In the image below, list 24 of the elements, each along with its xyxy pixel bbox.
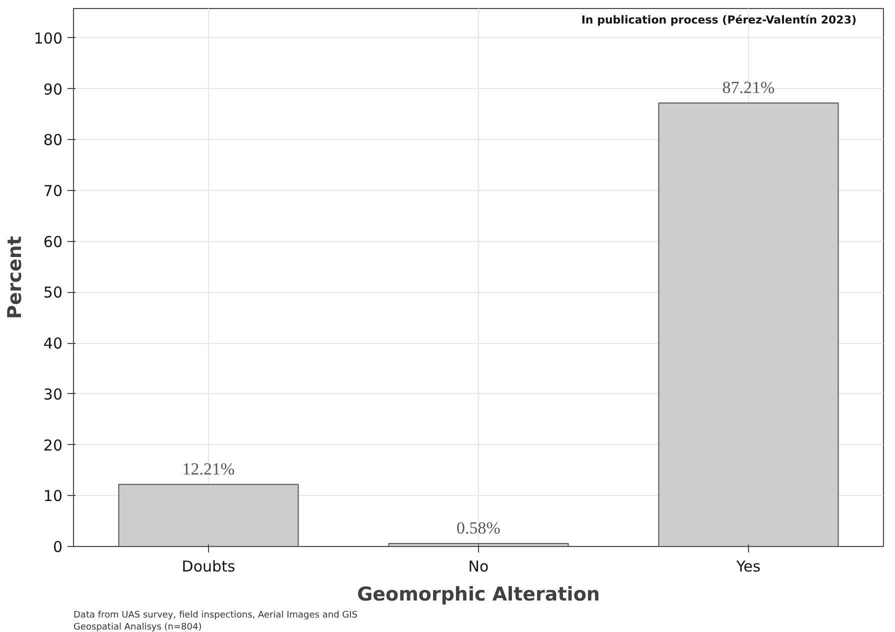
x-tick-label: Doubts: [182, 558, 236, 576]
y-tick-label: 60: [43, 232, 63, 251]
x-tick-label: Yes: [735, 558, 761, 576]
annotation: In publication process (Pérez-Valentín 2023): [581, 14, 856, 26]
y-tick-label: 90: [43, 80, 63, 98]
y-tick-label: 30: [43, 385, 63, 404]
x-axis-title: Geomorphic Alteration: [357, 584, 600, 606]
data-label: 0.58%: [456, 518, 500, 538]
y-tick-label: 70: [43, 182, 63, 200]
y-tick-label: 80: [43, 131, 63, 150]
y-tick-label: 40: [43, 334, 63, 353]
y-tick-label: 100: [34, 29, 63, 48]
x-tick-label: No: [468, 558, 489, 576]
y-axis-title: Percent: [4, 236, 26, 319]
y-tick-label: 0: [52, 538, 63, 556]
data-label: 12.21%: [182, 459, 235, 478]
y-tick-label: 10: [43, 487, 63, 506]
bar: [118, 484, 299, 546]
bar: [388, 543, 569, 546]
y-tick-label: 50: [43, 284, 63, 302]
bar: [658, 102, 839, 546]
y-tick-label: 20: [43, 436, 63, 454]
data-label: 87.21%: [722, 78, 775, 98]
text: Data from UAS survey, field inspections, Aerial Images and GIS Geospatial Analisys (n=804): [74, 610, 358, 632]
